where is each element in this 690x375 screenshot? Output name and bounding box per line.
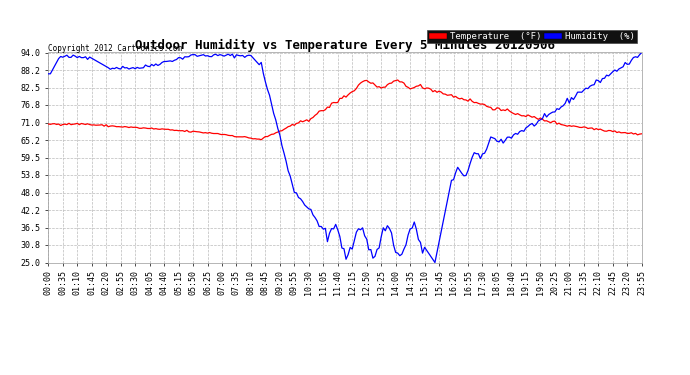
Text: Copyright 2012 Cartronics.com: Copyright 2012 Cartronics.com — [48, 44, 182, 53]
Title: Outdoor Humidity vs Temperature Every 5 Minutes 20120906: Outdoor Humidity vs Temperature Every 5 … — [135, 39, 555, 53]
Legend: Temperature  (°F), Humidity  (%): Temperature (°F), Humidity (%) — [427, 30, 637, 43]
